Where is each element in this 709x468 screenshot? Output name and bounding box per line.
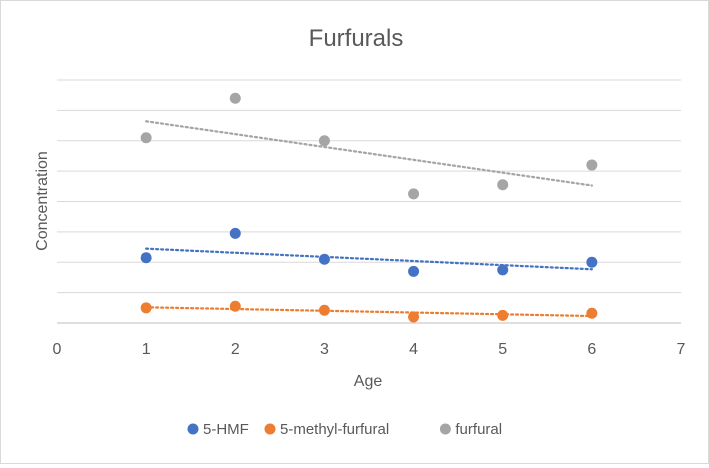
data-point xyxy=(318,304,330,316)
gridlines xyxy=(57,79,681,324)
trendline xyxy=(145,247,593,271)
data-point xyxy=(497,179,509,191)
trendlines xyxy=(145,120,593,318)
data-point xyxy=(408,311,420,323)
x-tick-labels: 0 1 2 3 4 5 6 7 xyxy=(53,341,686,358)
legend-label: furfural xyxy=(455,421,502,438)
x-axis-label: Age xyxy=(354,373,383,390)
data-points xyxy=(140,92,598,323)
trendline xyxy=(145,120,593,187)
x-tick-label: 4 xyxy=(409,341,418,358)
data-point xyxy=(586,256,598,268)
data-point xyxy=(140,302,152,314)
legend-label: 5-methyl-furfural xyxy=(280,421,389,438)
legend-marker xyxy=(187,423,199,435)
x-tick-label: 2 xyxy=(231,341,240,358)
x-tick-label: 3 xyxy=(320,341,329,358)
legend-marker xyxy=(439,423,451,435)
data-point xyxy=(318,135,330,147)
data-point xyxy=(408,188,420,200)
legend: 5-HMF 5-methyl-furfural furfural xyxy=(187,421,502,438)
trendline xyxy=(145,306,593,318)
x-tick-label: 0 xyxy=(53,341,62,358)
legend-marker xyxy=(264,423,276,435)
chart-title: Furfurals xyxy=(309,25,404,52)
x-tick-label: 7 xyxy=(677,341,686,358)
x-tick-label: 6 xyxy=(587,341,596,358)
data-point xyxy=(586,307,598,319)
data-point xyxy=(586,159,598,171)
data-point xyxy=(497,264,509,276)
data-point xyxy=(408,265,420,277)
x-tick-label: 1 xyxy=(142,341,151,358)
data-point xyxy=(229,300,241,312)
data-point xyxy=(229,227,241,239)
data-point xyxy=(229,92,241,104)
data-point xyxy=(140,252,152,264)
data-point xyxy=(140,132,152,144)
x-tick-label: 5 xyxy=(498,341,507,358)
legend-label: 5-HMF xyxy=(203,421,249,438)
y-axis-label: Concentration xyxy=(34,151,51,251)
data-point xyxy=(318,253,330,265)
data-point xyxy=(497,309,509,321)
